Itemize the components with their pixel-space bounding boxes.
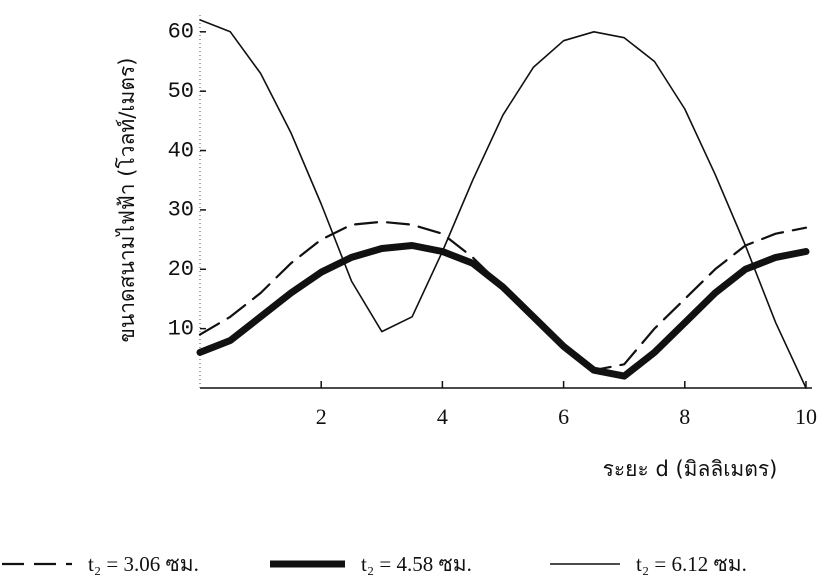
y-axis-label: ขนาดสนามไฟฟ้า (โวลท์/เมตร) bbox=[115, 58, 139, 343]
y-tick-label: 60 bbox=[168, 20, 194, 45]
series-line bbox=[199, 19, 807, 389]
legend-label: t₂ = 3.06 ซม. bbox=[88, 552, 199, 576]
y-tick-label: 40 bbox=[168, 138, 194, 163]
x-tick-label: 6 bbox=[558, 404, 569, 429]
x-tick-label: 2 bbox=[316, 404, 327, 429]
series-line bbox=[196, 242, 810, 380]
x-tick-label: 4 bbox=[437, 404, 448, 429]
y-tick-label: 30 bbox=[168, 198, 194, 223]
x-tick-label: 8 bbox=[679, 404, 690, 429]
x-tick-label: 10 bbox=[795, 404, 817, 429]
y-tick-label: 10 bbox=[168, 316, 194, 341]
legend-label: t₂ = 6.12 ซม. bbox=[636, 552, 747, 576]
y-tick-label: 20 bbox=[168, 257, 194, 282]
legend-label: t₂ = 4.58 ซม. bbox=[361, 552, 472, 576]
x-axis-label: ระยะ d (มิลลิเมตร) bbox=[603, 457, 778, 481]
y-tick-label: 50 bbox=[168, 79, 194, 104]
